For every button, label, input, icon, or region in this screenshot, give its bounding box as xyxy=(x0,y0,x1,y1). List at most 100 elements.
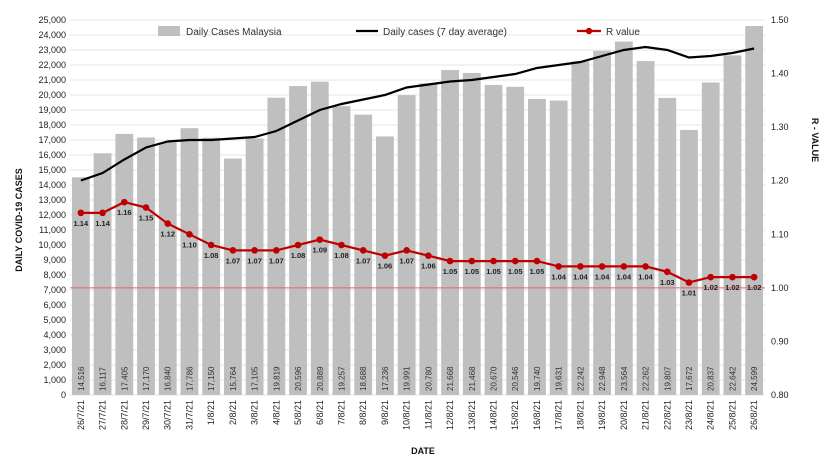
bar-value-label: 21,468 xyxy=(468,366,477,391)
bar-value-label: 17,236 xyxy=(381,366,390,391)
bar-value-label: 22,948 xyxy=(598,366,607,391)
y-tick-label: 11,000 xyxy=(39,225,66,235)
bar-value-label: 16,840 xyxy=(164,366,173,391)
legend-label-daily-cases: Daily Cases Malaysia xyxy=(186,27,282,38)
r-value-label: 1.07 xyxy=(399,256,414,265)
r-value-point xyxy=(729,273,736,281)
x-tick-label: 2/8/21 xyxy=(228,400,238,425)
r-value-label: 1.02 xyxy=(703,283,718,292)
r-value-label: 1.06 xyxy=(378,262,393,271)
y-tick-label: 19,000 xyxy=(38,105,66,115)
r-value-point xyxy=(642,263,649,270)
bar xyxy=(397,95,416,395)
bar xyxy=(441,69,459,395)
r-value-label: 1.02 xyxy=(725,283,740,292)
bar xyxy=(636,61,655,395)
y2-tick-label: 1.00 xyxy=(771,283,789,293)
bar-value-label: 20,837 xyxy=(707,366,716,391)
r-value-label: 1.03 xyxy=(660,278,675,287)
y2-axis-ticks: 0.80 0.90 1.00 1.10 1.20 1.30 1.40 1.50 xyxy=(771,15,789,400)
r-value-point xyxy=(251,247,258,254)
bar xyxy=(593,50,612,395)
x-tick-label: 21/8/21 xyxy=(641,400,651,430)
bar-value-label: 18,688 xyxy=(359,366,368,391)
bar xyxy=(267,97,286,395)
x-tick-label: 7/8/21 xyxy=(336,400,346,425)
bar xyxy=(376,136,394,395)
r-value-label: 1.07 xyxy=(356,256,371,265)
r-value-point xyxy=(338,241,345,249)
y-tick-label: 18,000 xyxy=(38,120,66,130)
bar-value-label: 22,242 xyxy=(576,366,585,391)
r-value-label: 1.07 xyxy=(269,256,284,265)
r-value-point xyxy=(511,257,519,265)
bar-value-label: 17,672 xyxy=(685,366,694,391)
legend-marker-r-value xyxy=(585,27,593,35)
x-tick-label: 1/8/21 xyxy=(206,400,216,425)
x-tick-label: 18/8/21 xyxy=(575,400,585,430)
series-line-7day-average xyxy=(80,45,755,182)
bar-value-label: 20,670 xyxy=(490,366,499,391)
bar xyxy=(506,86,525,395)
r-value-point xyxy=(685,279,693,286)
bar xyxy=(549,100,568,395)
y-tick-label: 22,000 xyxy=(38,60,66,70)
bar xyxy=(202,137,221,395)
bar xyxy=(223,158,242,395)
x-tick-label: 10/8/21 xyxy=(402,400,412,430)
bar xyxy=(528,98,546,396)
y-tick-label: 2,000 xyxy=(43,360,66,370)
bar-value-label: 19,631 xyxy=(555,366,564,391)
bar xyxy=(332,106,351,396)
bar xyxy=(115,133,134,396)
r-value-point xyxy=(381,252,389,260)
x-tick-label: 22/8/21 xyxy=(662,400,672,430)
x-tick-label: 30/7/21 xyxy=(163,400,173,430)
bar xyxy=(158,142,177,395)
r-value-label: 1.05 xyxy=(530,267,545,276)
x-tick-label: 11/8/21 xyxy=(423,400,433,429)
r-value-point xyxy=(164,220,172,227)
r-value-label: 1.10 xyxy=(182,240,197,249)
r-value-label: 1.08 xyxy=(291,251,306,260)
r-value-label: 1.04 xyxy=(551,272,566,281)
x-tick-label: 17/8/21 xyxy=(554,400,564,430)
bar xyxy=(354,114,373,396)
r-value-label: 1.07 xyxy=(226,256,241,265)
x-tick-label: 23/8/21 xyxy=(684,400,694,430)
legend: Daily Cases Malaysia Daily cases (7 day … xyxy=(158,26,640,38)
bar-value-labels: 14,516 16,117 17,405 17,170 16,840 17,786 17,1… xyxy=(77,366,759,391)
bar-value-label: 17,150 xyxy=(207,366,216,391)
x-tick-label: 28/7/21 xyxy=(119,400,129,430)
x-tick-label: 27/7/21 xyxy=(98,400,108,430)
y-tick-label: 25,000 xyxy=(38,15,66,25)
bar-value-label: 20,780 xyxy=(424,366,433,391)
r-value-point xyxy=(750,273,758,281)
r-value-label: 1.07 xyxy=(247,256,262,265)
x-tick-label: 24/8/21 xyxy=(706,400,716,430)
x-tick-label: 31/7/21 xyxy=(184,400,194,430)
r-value-point xyxy=(620,263,628,270)
y-tick-label: 7,000 xyxy=(43,285,66,295)
r-value-label: 1.06 xyxy=(421,262,436,271)
bar xyxy=(658,97,677,396)
y-tick-label: 1,000 xyxy=(43,375,66,385)
r-value-label: 1.15 xyxy=(139,214,154,223)
y-tick-label: 24,000 xyxy=(38,30,66,40)
bar xyxy=(680,129,698,396)
bar-value-label: 20,596 xyxy=(294,366,303,391)
r-value-point xyxy=(120,198,128,206)
bar-value-label: 23,564 xyxy=(620,366,629,391)
legend-swatch-daily-cases xyxy=(158,26,180,36)
y2-tick-label: 1.20 xyxy=(771,176,789,186)
r-value-label: 1.12 xyxy=(160,230,175,239)
r-value-point xyxy=(99,209,106,217)
r-value-point xyxy=(468,257,476,265)
bar-value-label: 24,599 xyxy=(750,366,759,391)
r-value-label: 1.05 xyxy=(464,267,479,276)
r-value-point xyxy=(207,241,215,249)
bar-value-label: 17,786 xyxy=(185,366,194,391)
x-tick-label: 13/8/21 xyxy=(467,400,477,430)
r-value-point xyxy=(577,263,584,270)
